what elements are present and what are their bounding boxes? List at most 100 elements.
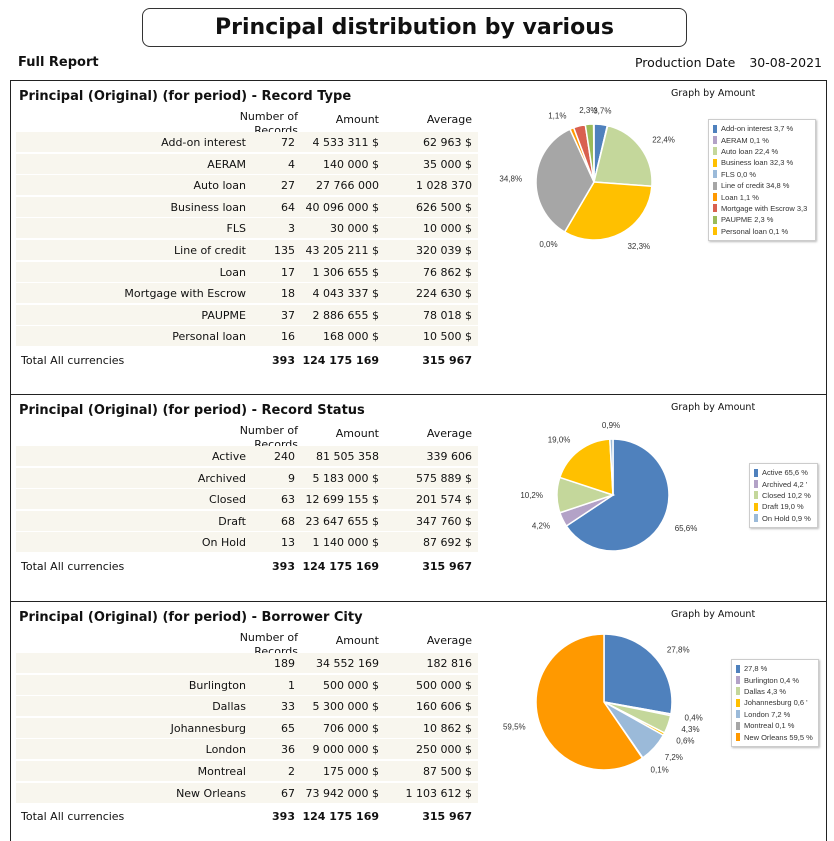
slice-label: 0,4% [685, 714, 703, 723]
total-amount: 124 175 169 [302, 354, 379, 367]
legend-text: Closed 10,2 % [762, 490, 811, 500]
legend-item: Montreal 0,1 % [736, 720, 814, 731]
legend-swatch [713, 158, 717, 167]
legend-text: Add-on interest 3,7 % [721, 124, 794, 134]
pie-chart: 65,6% 4,2% 10,2% 19,0% 0,9% [520, 421, 697, 552]
cell-count: 63 [281, 493, 295, 507]
cell-average: 575 889 $ [416, 471, 472, 485]
cell-average: 10 500 $ [423, 330, 472, 344]
total-label: Total All currencies [21, 354, 125, 367]
cell-count: 33 [281, 700, 295, 714]
table-row: Active 240 81 505 358 339 606 [16, 446, 478, 466]
cell-average: 500 000 $ [416, 678, 472, 692]
cell-average: 87 692 $ [423, 536, 472, 550]
full-report-label: Full Report [18, 55, 99, 70]
cell-count: 189 [274, 657, 295, 670]
legend-text: Personal loan 0,1 % [721, 226, 789, 236]
slice-label: 27,8% [667, 645, 690, 654]
legend-text: Archived 4,2 ' [762, 479, 808, 489]
production-date: Production Date 30-08-2021 [621, 55, 822, 70]
legend-text: Mortgage with Escrow 3,3 [721, 203, 808, 213]
legend-text: Active 65,6 % [762, 468, 808, 478]
slice-label: 4,2% [532, 522, 550, 531]
legend-swatch [713, 124, 717, 133]
total-row: Total All currencies 393 124 175 169 315 96… [11, 560, 478, 576]
legend-swatch [713, 181, 717, 190]
slice-label: 32,3% [627, 242, 650, 251]
cell-label: AERAM [207, 157, 246, 171]
slice-label: 4,3% [681, 725, 699, 734]
chart-legend: Add-on interest 3,7 % AERAM 0,1 % Auto loa… [708, 119, 816, 241]
total-average: 315 967 [422, 560, 472, 573]
graph-title: Graph by Amount [671, 402, 756, 413]
legend-text: On Hold 0,9 % [762, 513, 811, 523]
slice-label: 34,8% [499, 174, 522, 183]
cell-label: Business loan [170, 200, 246, 214]
cell-average: 347 760 $ [416, 514, 472, 528]
cell-label: Burlington [188, 678, 246, 692]
cell-label: FLS [226, 222, 246, 236]
pie-slice [558, 438, 614, 497]
legend-item: Loan 1,1 % [713, 191, 811, 202]
cell-amount: 73 942 000 $ [305, 786, 379, 800]
table-row: Closed 63 12 699 155 $ 201 574 $ [16, 489, 478, 510]
cell-average: 339 606 [426, 450, 473, 463]
slice-label: 22,4% [652, 136, 675, 145]
legend-item: Active 65,6 % [754, 467, 813, 478]
legend-text: Auto loan 22,4 % [721, 146, 779, 156]
slice-label: 59,5% [503, 722, 526, 731]
cell-count: 36 [281, 743, 295, 757]
cell-amount: 23 647 655 $ [305, 514, 379, 528]
graph-title: Graph by Amount [671, 88, 756, 99]
cell-amount: 175 000 $ [323, 765, 379, 778]
cell-amount: 2 886 655 $ [312, 308, 379, 322]
legend-swatch [736, 721, 740, 730]
total-amount: 124 175 169 [302, 560, 379, 573]
table-row: AERAM 4 140 000 $ 35 000 $ [16, 153, 478, 174]
cell-average: 35 000 $ [423, 157, 472, 171]
table-row: Draft 68 23 647 655 $ 347 760 $ [16, 510, 478, 531]
legend-text: Burlington 0,4 % [744, 675, 800, 685]
cell-label: Auto loan [193, 179, 246, 193]
table-row: PAUPME 37 2 886 655 $ 78 018 $ [16, 304, 478, 325]
legend-text: Loan 1,1 % [721, 192, 759, 202]
cell-amount: 9 000 000 $ [312, 743, 379, 757]
slice-label: 0,1% [651, 766, 669, 775]
legend-item: New Orleans 59,5 % [736, 731, 814, 742]
cell-amount: 30 000 $ [330, 222, 379, 236]
legend-text: PAUPME 2,3 % [721, 215, 774, 225]
legend-swatch [736, 687, 740, 696]
cell-label: New Orleans [176, 786, 246, 800]
cell-average: 10 000 $ [423, 222, 472, 236]
legend-item: Archived 4,2 ' [754, 478, 813, 489]
table-row: 189 34 552 169 182 816 [16, 653, 478, 673]
legend-swatch [713, 193, 717, 202]
cell-amount: 1 140 000 $ [312, 536, 379, 550]
cell-average: 10 862 $ [423, 721, 472, 735]
report-section: Principal (Original) (for period) - Reco… [10, 394, 827, 602]
cell-average: 78 018 $ [423, 308, 472, 322]
cell-count: 27 [281, 179, 295, 193]
total-row: Total All currencies 393 124 175 169 315 96… [11, 810, 478, 826]
cell-amount: 5 183 000 $ [312, 471, 379, 485]
cell-count: 72 [281, 136, 295, 149]
cell-amount: 4 533 311 $ [312, 136, 379, 149]
cell-count: 240 [274, 450, 295, 463]
legend-swatch [736, 676, 740, 685]
table-row: Dallas 33 5 300 000 $ 160 606 $ [16, 696, 478, 717]
section-title: Principal (Original) (for period) - Reco… [19, 403, 365, 418]
legend-swatch [754, 502, 758, 511]
graph-title: Graph by Amount [671, 609, 756, 620]
legend-item: 27,8 % [736, 663, 814, 674]
cell-label: Closed [209, 493, 246, 507]
legend-swatch [736, 710, 740, 719]
total-count: 393 [272, 354, 295, 367]
legend-text: 27,8 % [744, 664, 768, 674]
slice-label: 10,2% [520, 491, 543, 500]
cell-amount: 81 505 358 [316, 450, 379, 463]
slice-label: 3,7% [593, 106, 611, 115]
cell-amount: 4 043 337 $ [312, 287, 379, 301]
legend-swatch [713, 136, 717, 145]
cell-count: 4 [288, 157, 295, 171]
report-section: Principal (Original) (for period) - Borr… [10, 601, 827, 841]
